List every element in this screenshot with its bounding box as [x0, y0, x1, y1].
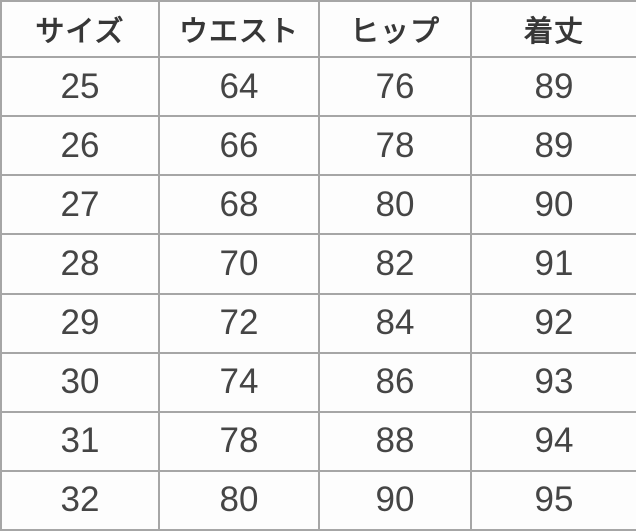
col-header-waist: ウエスト [158, 0, 320, 58]
table-cell: 26 [0, 115, 160, 177]
table-cell: 84 [318, 292, 472, 354]
table-row: 28 70 82 91 [0, 233, 636, 295]
table-cell: 32 [0, 469, 160, 531]
table-cell: 25 [0, 55, 160, 118]
table-row: 26 66 78 89 [0, 115, 636, 177]
table-cell: 72 [158, 292, 320, 354]
table-cell: 90 [470, 174, 636, 236]
col-header-size: サイズ [0, 0, 160, 58]
col-header-length: 着丈 [470, 0, 636, 58]
table-row: 30 74 86 93 [0, 351, 636, 413]
table-cell: 89 [470, 55, 636, 118]
table-row: 25 64 76 89 [0, 55, 636, 118]
table-cell: 66 [158, 115, 320, 177]
table-cell: 82 [318, 233, 472, 295]
table-cell: 31 [0, 410, 160, 472]
table-cell: 93 [470, 351, 636, 413]
table-cell: 28 [0, 233, 160, 295]
table-cell: 27 [0, 174, 160, 236]
table-cell: 76 [318, 55, 472, 118]
table-cell: 78 [158, 410, 320, 472]
table-row: 31 78 88 94 [0, 410, 636, 472]
table-cell: 74 [158, 351, 320, 413]
table-cell: 80 [318, 174, 472, 236]
table-cell: 30 [0, 351, 160, 413]
table-cell: 88 [318, 410, 472, 472]
table-cell: 29 [0, 292, 160, 354]
table-cell: 68 [158, 174, 320, 236]
table-cell: 80 [158, 469, 320, 531]
table-cell: 94 [470, 410, 636, 472]
col-header-hip: ヒップ [318, 0, 472, 58]
table-cell: 86 [318, 351, 472, 413]
table-cell: 92 [470, 292, 636, 354]
table-cell: 89 [470, 115, 636, 177]
table-cell: 91 [470, 233, 636, 295]
table-cell: 90 [318, 469, 472, 531]
header-row: サイズ ウエスト ヒップ 着丈 [0, 0, 636, 58]
table-cell: 70 [158, 233, 320, 295]
table-cell: 64 [158, 55, 320, 118]
table-cell: 78 [318, 115, 472, 177]
table-row: 27 68 80 90 [0, 174, 636, 236]
table-row: 29 72 84 92 [0, 292, 636, 354]
table-cell: 95 [470, 469, 636, 531]
table-row: 32 80 90 95 [0, 469, 636, 531]
